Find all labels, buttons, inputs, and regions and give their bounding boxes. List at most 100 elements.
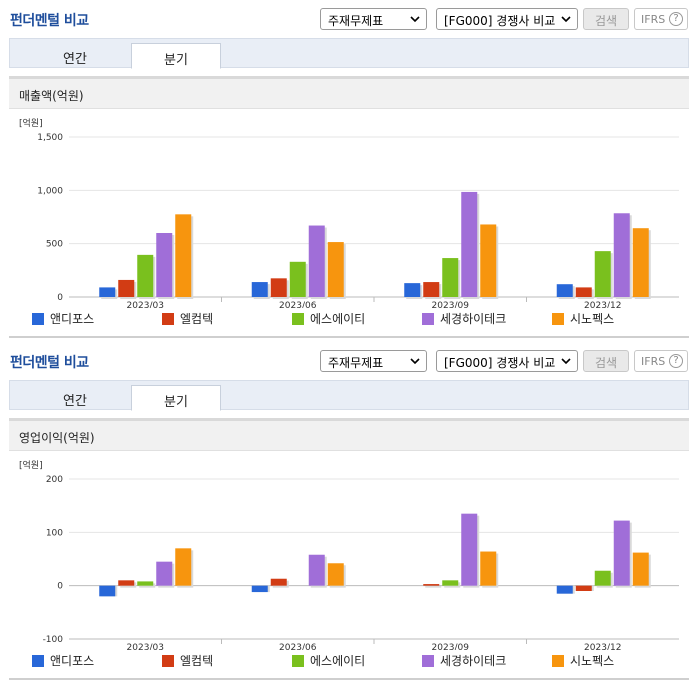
y-tick-label: 200	[46, 475, 63, 485]
x-tick-label: 2023/12	[584, 643, 621, 650]
x-tick-label: 2023/12	[584, 301, 621, 308]
legend-label: 시노펙스	[570, 654, 615, 668]
revenue-chart-svg: [억원] 1,500 1,000 500 0 2023/03 2023/06 2023/09 2…	[19, 117, 679, 308]
legend-item[interactable]: 앤디포스	[32, 652, 94, 669]
chevron-down-icon	[410, 358, 420, 365]
bar	[423, 584, 440, 586]
bar	[423, 282, 440, 297]
statement-select[interactable]: 주재무제표	[320, 8, 427, 30]
bar	[99, 585, 116, 597]
panel-header: 펀더멘털 비교 주재무제표 [FG000] 경쟁사 비교 검색 IFRS ?	[0, 0, 696, 34]
bar	[442, 580, 459, 586]
divider	[9, 336, 689, 338]
bar	[461, 513, 478, 586]
legend-item[interactable]: 앤디포스	[32, 310, 94, 327]
bar	[270, 278, 287, 297]
operating-profit-chart-svg: [억원]200 100 0 -100 2023/03 2023/06 2023/09 2023…	[19, 459, 679, 650]
bar	[118, 580, 135, 586]
legend-item[interactable]: 세경하이테크	[422, 310, 506, 327]
legend-swatch	[162, 313, 174, 325]
help-icon: ?	[669, 354, 683, 368]
search-button[interactable]: 검색	[583, 350, 629, 372]
y-tick-label: 0	[57, 582, 63, 592]
y-tick-label: 0	[57, 293, 63, 303]
period-tabs: 연간 분기	[9, 380, 689, 411]
help-icon: ?	[669, 12, 683, 26]
group-select[interactable]: [FG000] 경쟁사 비교	[436, 8, 578, 30]
ifrs-button[interactable]: IFRS ?	[634, 350, 688, 372]
tab-annual[interactable]: 연간	[63, 394, 87, 409]
legend-item[interactable]: 에스에이티	[292, 310, 365, 327]
bar	[404, 283, 421, 297]
divider	[9, 678, 689, 680]
legend-swatch	[292, 313, 304, 325]
legend-swatch	[422, 655, 434, 667]
legend-item[interactable]: 에스에이티	[292, 652, 365, 669]
x-tick-label: 2023/09	[432, 301, 470, 308]
bar	[442, 258, 459, 297]
bar	[175, 548, 192, 586]
x-tick-label: 2023/06	[279, 643, 317, 650]
bar	[480, 224, 497, 297]
panel-header: 펀더멘털 비교 주재무제표 [FG000] 경쟁사 비교 검색 IFRS ?	[0, 342, 696, 376]
legend-item[interactable]: 시노펙스	[552, 652, 614, 669]
bar	[594, 570, 611, 586]
bar	[613, 213, 630, 297]
legend-swatch	[552, 313, 564, 325]
fundamental-panel-revenue: 펀더멘털 비교 주재무제표 [FG000] 경쟁사 비교 검색 IFRS ? 연…	[0, 0, 696, 338]
bar	[251, 282, 268, 297]
chevron-down-icon	[410, 16, 420, 23]
group-select-value: [FG000] 경쟁사 비교	[444, 356, 556, 370]
bar	[308, 225, 325, 297]
legend-label: 세경하이테크	[440, 654, 507, 668]
x-tick-label: 2023/03	[127, 643, 164, 650]
bar	[137, 254, 154, 297]
legend-item[interactable]: 엘컴텍	[162, 310, 213, 327]
tab-quarterly[interactable]: 분기	[131, 43, 221, 69]
operating-profit-chart: [억원] 200 100 0 -100 2023/03 2023/06 2023/09 2023…	[9, 452, 689, 680]
bar	[594, 251, 611, 297]
bar	[327, 242, 344, 297]
search-button[interactable]: 검색	[583, 8, 629, 30]
chevron-down-icon	[561, 16, 571, 23]
statement-select-value: 주재무제표	[328, 356, 384, 370]
bar	[156, 233, 173, 297]
legend-label: 시노펙스	[570, 312, 615, 326]
legend-swatch	[422, 313, 434, 325]
bar	[632, 228, 649, 297]
period-tabs: 연간 분기	[9, 38, 689, 69]
group-select-value: [FG000] 경쟁사 비교	[444, 14, 556, 28]
legend-label: 세경하이테크	[440, 312, 507, 326]
bar	[175, 214, 192, 297]
statement-select-value: 주재무제표	[328, 14, 384, 28]
bar	[575, 585, 592, 591]
y-axis-unit-label: [억원]	[19, 117, 43, 129]
legend-label: 앤디포스	[50, 312, 95, 326]
panel-title: 펀더멘털 비교	[10, 355, 89, 371]
bar	[613, 520, 630, 586]
group-select[interactable]: [FG000] 경쟁사 비교	[436, 350, 578, 372]
legend-swatch	[32, 313, 44, 325]
legend-item[interactable]: 시노펙스	[552, 310, 614, 327]
y-axis-unit-label: [억원]	[19, 459, 43, 471]
ifrs-button[interactable]: IFRS ?	[634, 8, 688, 30]
chevron-down-icon	[561, 358, 571, 365]
tab-quarterly[interactable]: 분기	[131, 385, 221, 411]
ifrs-label: IFRS	[641, 355, 666, 368]
bar	[327, 563, 344, 586]
bar	[556, 585, 573, 594]
ifrs-label: IFRS	[641, 13, 666, 26]
tab-annual[interactable]: 연간	[63, 52, 87, 67]
chart-subtitle: 영업이익(억원)	[19, 431, 95, 445]
legend-item[interactable]: 엘컴텍	[162, 652, 213, 669]
legend-swatch	[162, 655, 174, 667]
bar	[156, 561, 173, 586]
legend-swatch	[32, 655, 44, 667]
legend-item[interactable]: 세경하이테크	[422, 652, 506, 669]
bar	[308, 554, 325, 586]
legend-swatch	[552, 655, 564, 667]
bar-shadow	[425, 586, 442, 588]
y-tick-label: -100	[43, 635, 64, 645]
statement-select[interactable]: 주재무제표	[320, 350, 427, 372]
legend-label: 앤디포스	[50, 654, 95, 668]
